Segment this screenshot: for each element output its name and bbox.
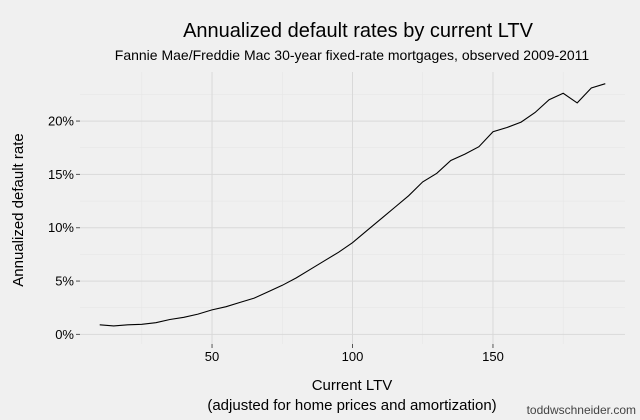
series-line [99,83,606,327]
y-tick-label: 0% [55,327,74,342]
series [99,83,606,327]
x-tick-label: 100 [342,349,364,364]
chart-title: Annualized default rates by current LTV [183,20,533,42]
y-tick-label: 5% [55,274,74,289]
y-ticks: 0% 5% 10% 15% 20% [48,114,80,342]
y-tick-label: 20% [48,114,74,129]
grid [80,72,625,344]
y-tick-label: 15% [48,167,74,182]
x-ticks: 50 100 150 [205,344,504,364]
x-axis-label-line2: (adjusted for home prices and amortizati… [207,397,496,414]
x-tick-label: 150 [482,349,504,364]
y-tick-label: 10% [48,220,74,235]
y-axis-label: Annualized default rate [10,133,27,286]
x-tick-label: 50 [205,349,219,364]
chart-subtitle: Fannie Mae/Freddie Mac 30-year fixed-rat… [115,47,590,63]
x-axis-label: Current LTV [312,377,393,394]
credit: toddwschneider.com [527,403,636,417]
